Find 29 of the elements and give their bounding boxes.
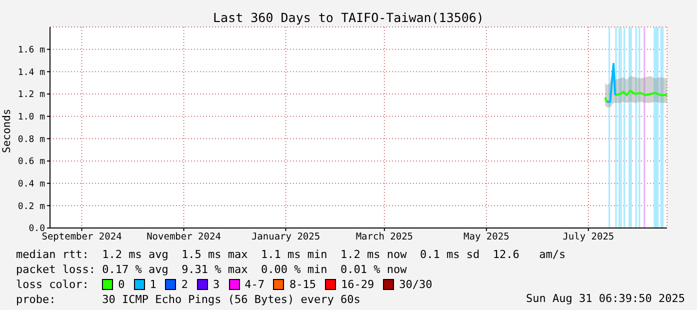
- x-tick-label: November 2024: [146, 232, 222, 243]
- x-tick-label: July 2025: [562, 232, 614, 243]
- legend-label: 3: [212, 277, 220, 292]
- legend-label: 16-29: [340, 277, 374, 292]
- legend-label: 2: [181, 277, 188, 292]
- text: probe: 30 ICMP Echo Pings (56 Bytes) every 60s: [16, 293, 360, 306]
- y-tick-label: 0.4 m: [18, 180, 45, 190]
- y-tick-label: 0.8 m: [18, 134, 45, 145]
- legend-label: 1: [150, 277, 156, 292]
- y-tick-label: 1.2 m: [18, 90, 45, 100]
- legend-label: 30/30: [399, 277, 432, 292]
- legend-label: 0: [118, 277, 125, 292]
- y-tick-label: 0.2 m: [18, 202, 45, 212]
- legend-label: 8-15: [289, 277, 316, 292]
- y-axis-title: Seconds: [1, 108, 13, 153]
- legend-title: loss color:: [16, 277, 90, 292]
- x-tick-label: January 2025: [251, 232, 320, 243]
- legend-label: 4-7: [244, 277, 264, 292]
- y-tick-label: 1.6 m: [18, 46, 45, 56]
- y-tick-label: 1.4 m: [18, 68, 45, 78]
- x-tick-label: March 2025: [356, 232, 414, 243]
- text: packet loss: 0.17 % avg 9.31 % max 0.00 % min 0.01 % now: [16, 262, 408, 277]
- y-tick-label: 1.0 m: [18, 112, 45, 123]
- y-tick-label: 0.6 m: [18, 157, 45, 168]
- x-tick-label: May 2025: [464, 232, 510, 243]
- chart-title: Last 360 Days to TAIFO-Taiwan(13506): [212, 10, 485, 25]
- text: median rtt: 1.2 ms avg 1.5 ms max 1.1 ms min 1.2 ms now 0.1 ms sd 12.6 am/s: [16, 247, 566, 262]
- text: Sun Aug 31 06:39:50 2025: [526, 292, 685, 305]
- x-tick-label: September 2024: [42, 232, 122, 243]
